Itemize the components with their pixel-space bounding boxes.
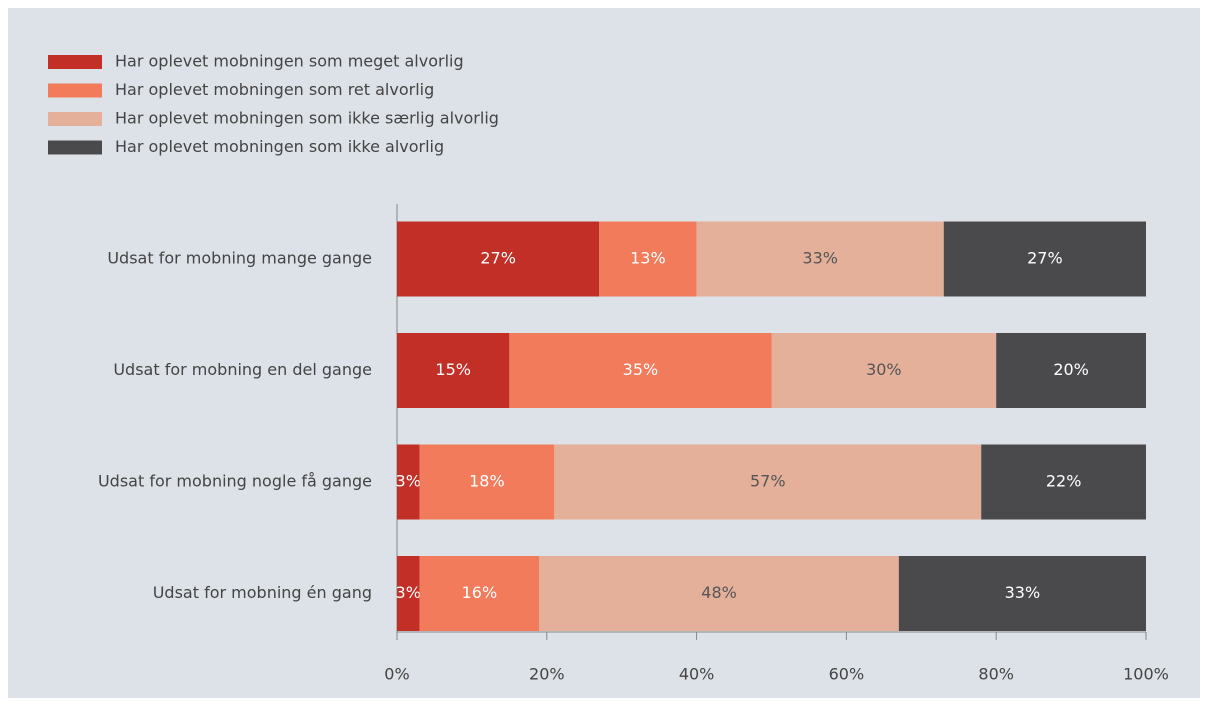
category-label: Udsat for mobning mange gange bbox=[107, 249, 372, 268]
bar-segment bbox=[771, 333, 997, 408]
x-tick-label: 100% bbox=[1123, 665, 1169, 684]
value-label: 33% bbox=[802, 249, 838, 268]
bar-segment bbox=[397, 333, 510, 408]
legend-swatch bbox=[48, 83, 102, 98]
legend-label: Har oplevet mobningen som ikke særlig al… bbox=[115, 109, 499, 128]
value-label: 30% bbox=[866, 360, 902, 379]
legend-swatch bbox=[48, 140, 102, 155]
x-tick-label: 40% bbox=[679, 665, 715, 684]
bar-segment bbox=[509, 333, 772, 408]
bar-segment bbox=[981, 444, 1146, 520]
value-label: 35% bbox=[623, 360, 659, 379]
bar-segment bbox=[599, 221, 697, 297]
legend-label: Har oplevet mobningen som ikke alvorlig bbox=[115, 137, 444, 156]
bar-segment bbox=[539, 556, 899, 631]
x-tick-label: 20% bbox=[529, 665, 565, 684]
x-tick-label: 80% bbox=[978, 665, 1014, 684]
legend-swatch bbox=[48, 112, 102, 126]
value-label: 18% bbox=[469, 472, 505, 491]
value-label: 20% bbox=[1053, 360, 1089, 379]
legend-label: Har oplevet mobningen som meget alvorlig bbox=[115, 52, 464, 71]
value-label: 57% bbox=[750, 472, 786, 491]
value-label: 22% bbox=[1046, 472, 1082, 491]
value-label: 3% bbox=[396, 583, 421, 602]
value-label: 27% bbox=[480, 249, 516, 268]
bar-segment bbox=[419, 556, 540, 631]
category-label: Udsat for mobning nogle få gange bbox=[98, 472, 372, 491]
bar-segment bbox=[943, 221, 1146, 297]
value-label: 15% bbox=[435, 360, 471, 379]
category-label: Udsat for mobning en del gange bbox=[113, 360, 372, 379]
bar-segment bbox=[397, 556, 420, 631]
x-tick-label: 60% bbox=[829, 665, 865, 684]
bar-segment bbox=[554, 444, 982, 520]
value-label: 3% bbox=[396, 472, 421, 491]
value-label: 16% bbox=[462, 583, 498, 602]
bar-segment bbox=[996, 333, 1146, 408]
bar-segment bbox=[397, 221, 600, 297]
bar-segment bbox=[696, 221, 944, 297]
value-label: 48% bbox=[701, 583, 737, 602]
legend-swatch bbox=[48, 55, 102, 69]
category-label: Udsat for mobning én gang bbox=[153, 583, 372, 602]
value-label: 27% bbox=[1027, 249, 1063, 268]
bar-segment bbox=[419, 444, 555, 520]
x-tick-label: 0% bbox=[384, 665, 409, 684]
bar-segment bbox=[397, 444, 420, 520]
bar-segment bbox=[898, 556, 1146, 631]
legend-label: Har oplevet mobningen som ret alvorlig bbox=[115, 80, 434, 99]
value-label: 33% bbox=[1005, 583, 1041, 602]
value-label: 13% bbox=[630, 249, 666, 268]
